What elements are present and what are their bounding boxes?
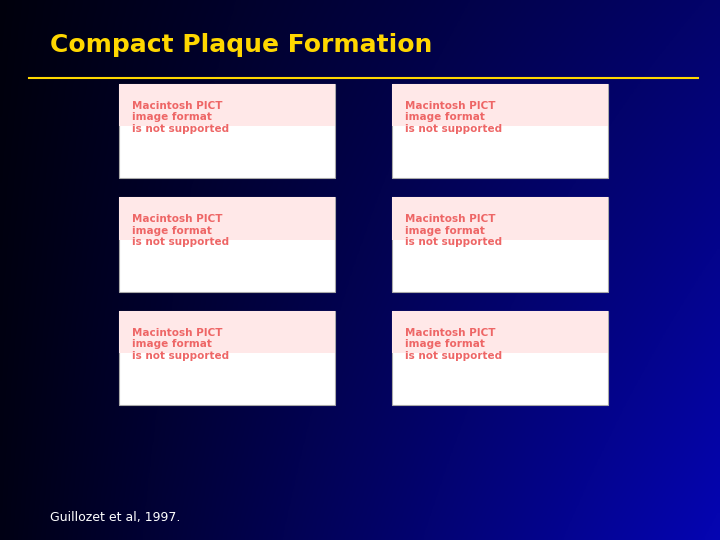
FancyBboxPatch shape: [119, 197, 335, 240]
Text: Guillozet et al, 1997.: Guillozet et al, 1997.: [50, 511, 181, 524]
FancyBboxPatch shape: [392, 197, 608, 292]
FancyBboxPatch shape: [392, 84, 608, 178]
Text: Macintosh PICT
image format
is not supported: Macintosh PICT image format is not suppo…: [132, 100, 229, 134]
Text: Macintosh PICT
image format
is not supported: Macintosh PICT image format is not suppo…: [405, 100, 503, 134]
FancyBboxPatch shape: [119, 310, 335, 405]
FancyBboxPatch shape: [392, 84, 608, 126]
FancyBboxPatch shape: [392, 310, 608, 405]
FancyBboxPatch shape: [119, 197, 335, 292]
Text: Macintosh PICT
image format
is not supported: Macintosh PICT image format is not suppo…: [132, 214, 229, 247]
FancyBboxPatch shape: [392, 197, 608, 240]
Text: Macintosh PICT
image format
is not supported: Macintosh PICT image format is not suppo…: [132, 327, 229, 361]
FancyBboxPatch shape: [119, 84, 335, 178]
FancyBboxPatch shape: [119, 84, 335, 126]
FancyBboxPatch shape: [392, 310, 608, 353]
Text: Macintosh PICT
image format
is not supported: Macintosh PICT image format is not suppo…: [405, 214, 503, 247]
Text: Macintosh PICT
image format
is not supported: Macintosh PICT image format is not suppo…: [405, 327, 503, 361]
Text: Compact Plaque Formation: Compact Plaque Formation: [50, 33, 433, 57]
FancyBboxPatch shape: [119, 310, 335, 353]
